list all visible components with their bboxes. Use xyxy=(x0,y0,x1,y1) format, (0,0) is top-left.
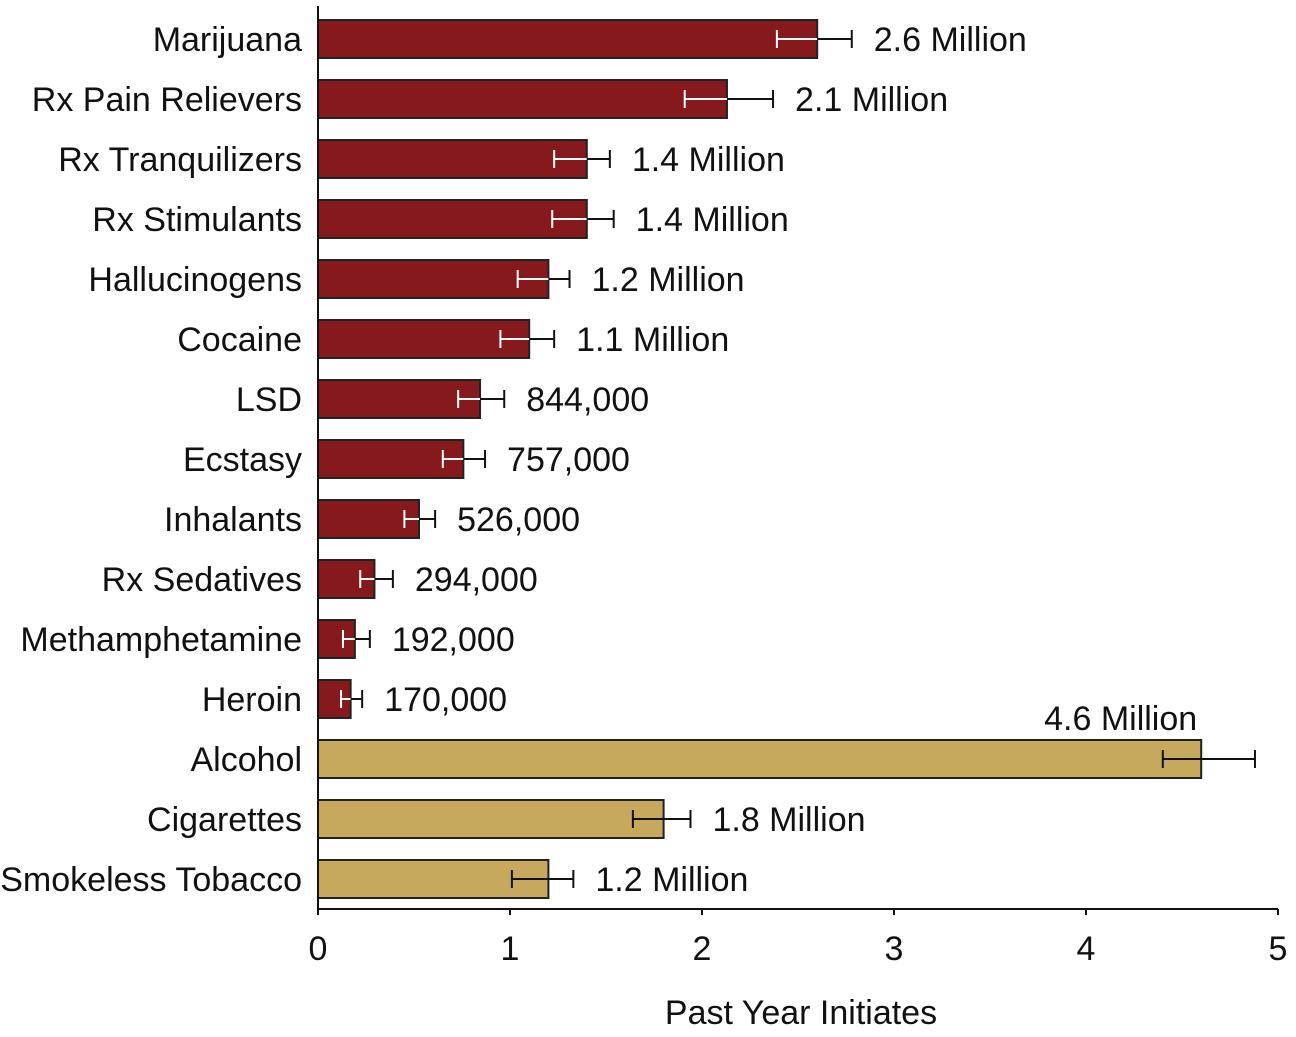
value-label: 1.4 Million xyxy=(632,141,785,179)
bar-ecstasy xyxy=(317,439,465,479)
error-bar-ecstasy xyxy=(441,450,487,468)
error-bar-marijuana xyxy=(775,30,853,48)
category-label: Rx Sedatives xyxy=(102,561,302,599)
error-bar-rx-stimulants xyxy=(551,210,615,228)
category-label: Inhalants xyxy=(164,501,302,539)
category-label: Rx Stimulants xyxy=(92,201,302,239)
x-tick-label: 1 xyxy=(501,930,520,968)
category-label: Ecstasy xyxy=(183,441,302,479)
category-label: Heroin xyxy=(202,681,302,719)
category-label: Cigarettes xyxy=(147,801,302,839)
error-bar-alcohol xyxy=(1161,750,1256,768)
ticks-layer: 0 1 2 3 4 5 xyxy=(309,909,1288,968)
value-label: 1.4 Million xyxy=(636,201,789,239)
error-bar-rx-tranquilizers xyxy=(553,150,611,168)
category-label: Methamphetamine xyxy=(20,621,302,659)
value-label: 2.6 Million xyxy=(874,21,1027,59)
value-label: 2.1 Million xyxy=(795,81,948,119)
value-label: 4.6 Million xyxy=(1044,700,1197,738)
bar-inhalants xyxy=(317,499,420,539)
axis-layer xyxy=(317,6,1278,910)
value-label: 1.1 Million xyxy=(576,321,729,359)
error-bar-hallucinogens xyxy=(516,270,571,288)
x-tick-label: 5 xyxy=(1269,930,1288,968)
error-bar-methamphetamine xyxy=(341,630,371,648)
error-bar-cigarettes xyxy=(631,810,692,828)
error-bar-cocaine xyxy=(499,330,556,348)
bar-hallucinogens xyxy=(317,259,550,299)
error-bar-lsd xyxy=(457,390,506,408)
error-bar-rx-pain-relievers xyxy=(683,90,775,108)
bar-row-rx-pain-relievers: Rx Pain Relievers 2.1 Million xyxy=(32,79,948,119)
x-tick-label: 0 xyxy=(309,930,328,968)
bar-lsd xyxy=(317,379,482,419)
value-label: 1.2 Million xyxy=(595,861,748,899)
bar-row-cigarettes: Cigarettes 1.8 Million xyxy=(147,799,866,839)
category-label: Hallucinogens xyxy=(88,261,302,299)
x-axis-title: Past Year Initiates xyxy=(665,994,937,1032)
bar-marijuana xyxy=(317,19,819,59)
bar-row-rx-sedatives: Rx Sedatives 294,000 xyxy=(102,559,538,599)
bar-row-heroin: Heroin 170,000 xyxy=(202,679,507,719)
value-label: 844,000 xyxy=(526,381,649,419)
category-label: Rx Tranquilizers xyxy=(58,141,302,179)
value-label: 294,000 xyxy=(415,561,538,599)
category-label: Cocaine xyxy=(177,321,302,359)
x-tick-label: 4 xyxy=(1077,930,1096,968)
value-label: 526,000 xyxy=(457,501,580,539)
bar-cigarettes xyxy=(317,799,665,839)
error-bar-inhalants xyxy=(403,510,437,528)
error-bar-rx-sedatives xyxy=(359,570,394,588)
error-bar-smokeless-tobacco xyxy=(510,870,575,888)
category-label: Smokeless Tobacco xyxy=(0,861,302,899)
x-tick-label: 3 xyxy=(885,930,904,968)
category-label: Alcohol xyxy=(190,741,302,779)
error-bar-heroin xyxy=(340,690,364,708)
bar-row-methamphetamine: Methamphetamine 192,000 xyxy=(20,619,515,659)
bar-row-marijuana: Marijuana 2.6 Million xyxy=(153,19,1027,59)
bar-cocaine xyxy=(317,319,531,359)
value-label: 170,000 xyxy=(384,681,507,719)
category-label: LSD xyxy=(236,381,302,419)
value-label: 1.8 Million xyxy=(712,801,865,839)
category-label: Marijuana xyxy=(153,21,302,59)
bar-alcohol xyxy=(317,739,1203,779)
value-label: 192,000 xyxy=(392,621,515,659)
bar-rx-tranquilizers xyxy=(317,139,588,179)
value-label: 757,000 xyxy=(507,441,630,479)
bar-row-smokeless-tobacco: Smokeless Tobacco 1.2 Million xyxy=(0,859,748,899)
bar-row-alcohol: Alcohol 4.6 Million xyxy=(190,700,1256,779)
bar-rx-pain-relievers xyxy=(317,79,728,119)
bar-row-ecstasy: Ecstasy 757,000 xyxy=(183,439,630,479)
bar-smokeless-tobacco xyxy=(317,859,550,899)
bar-rx-stimulants xyxy=(317,199,588,239)
bar-row-rx-stimulants: Rx Stimulants 1.4 Million xyxy=(92,199,789,239)
value-label: 1.2 Million xyxy=(592,261,745,299)
bar-row-inhalants: Inhalants 526,000 xyxy=(164,499,580,539)
bar-row-rx-tranquilizers: Rx Tranquilizers 1.4 Million xyxy=(58,139,785,179)
bar-row-hallucinogens: Hallucinogens 1.2 Million xyxy=(88,259,745,299)
bar-row-cocaine: Cocaine 1.1 Million xyxy=(177,319,729,359)
bar-row-lsd: LSD 844,000 xyxy=(236,379,649,419)
x-tick-label: 2 xyxy=(693,930,712,968)
category-label: Rx Pain Relievers xyxy=(32,81,302,119)
bars-layer: Marijuana 2.6 Million Rx Pain Relievers 2.1… xyxy=(0,19,1256,899)
